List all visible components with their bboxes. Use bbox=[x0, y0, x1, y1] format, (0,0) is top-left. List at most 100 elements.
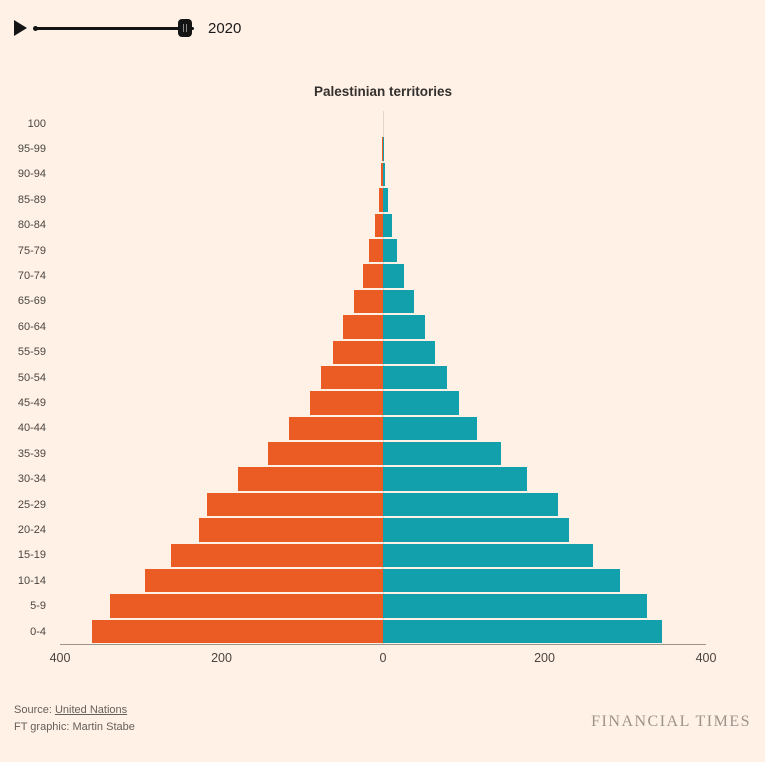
left-bar-25-29 bbox=[206, 492, 383, 517]
age-label: 95-99 bbox=[17, 143, 46, 156]
right-bar-10-14 bbox=[383, 569, 620, 593]
right-bar-40-44 bbox=[383, 416, 477, 441]
age-label: 60-64 bbox=[17, 320, 46, 333]
left-half bbox=[60, 238, 383, 263]
footer: Source: United Nations FT graphic: Marti… bbox=[14, 702, 135, 736]
left-bar-20-24 bbox=[198, 518, 383, 542]
left-half bbox=[60, 289, 383, 314]
age-label: 5-9 bbox=[30, 600, 46, 613]
left-bar-60-64 bbox=[342, 315, 383, 339]
pyramid-row: 100 bbox=[0, 111, 706, 136]
left-half bbox=[60, 187, 383, 212]
age-label: 15-19 bbox=[17, 549, 46, 562]
right-half bbox=[383, 441, 706, 466]
right-bar-15-19 bbox=[383, 543, 593, 568]
slider-track[interactable] bbox=[34, 27, 194, 30]
right-bar-85-89 bbox=[383, 188, 388, 212]
right-half bbox=[383, 213, 706, 238]
chart-title: Palestinian territories bbox=[313, 84, 453, 99]
left-bar-80-84 bbox=[374, 213, 383, 237]
age-label: 20-24 bbox=[17, 523, 46, 536]
pyramid-row: 25-29 bbox=[0, 492, 706, 517]
left-half bbox=[60, 441, 383, 466]
age-label: 10-14 bbox=[17, 574, 46, 587]
age-label: 40-44 bbox=[17, 422, 46, 435]
right-half bbox=[383, 162, 706, 187]
pyramid-row: 65-69 bbox=[0, 289, 706, 314]
left-half bbox=[60, 136, 383, 161]
left-bar-50-54 bbox=[320, 365, 383, 390]
right-half bbox=[383, 390, 706, 415]
left-bar-70-74 bbox=[362, 264, 383, 288]
right-bar-95-99 bbox=[383, 137, 384, 161]
left-bar-45-49 bbox=[309, 391, 383, 415]
pyramid-row: 60-64 bbox=[0, 314, 706, 339]
animation-controls: 2020 bbox=[14, 19, 241, 37]
right-half bbox=[383, 111, 706, 136]
left-half bbox=[60, 162, 383, 187]
age-label: 35-39 bbox=[17, 447, 46, 460]
age-label: 0-4 bbox=[30, 625, 46, 638]
year-label: 2020 bbox=[208, 19, 242, 37]
left-bar-55-59 bbox=[332, 340, 383, 364]
left-half bbox=[60, 619, 383, 644]
play-button[interactable] bbox=[14, 19, 30, 37]
age-label: 65-69 bbox=[17, 295, 46, 308]
right-half bbox=[383, 619, 706, 644]
play-icon bbox=[14, 20, 27, 36]
pyramid-row: 15-19 bbox=[0, 543, 706, 568]
right-bar-5-9 bbox=[383, 594, 648, 618]
right-half bbox=[383, 263, 706, 288]
year-slider[interactable] bbox=[33, 19, 194, 37]
x-tick-label: 0 bbox=[379, 651, 387, 666]
pyramid-rows: 100 95-99 90-94 85-89 80-84 75-79 70-74 65-69 60… bbox=[0, 111, 706, 645]
right-half bbox=[383, 416, 706, 441]
pyramid-row: 0-4 bbox=[0, 619, 706, 644]
pyramid-row: 90-94 bbox=[0, 162, 706, 187]
right-half bbox=[383, 238, 706, 263]
x-tick-label: 400 bbox=[49, 651, 71, 666]
left-bar-15-19 bbox=[171, 543, 383, 568]
age-label: 30-34 bbox=[17, 473, 46, 486]
right-bar-55-59 bbox=[383, 340, 435, 364]
right-half bbox=[383, 568, 706, 593]
pyramid-row: 70-74 bbox=[0, 263, 706, 288]
pyramid-row: 35-39 bbox=[0, 441, 706, 466]
credit-line: FT graphic: Martin Stabe bbox=[14, 721, 135, 734]
pyramid-row: 95-99 bbox=[0, 136, 706, 161]
right-half bbox=[383, 340, 706, 365]
left-half bbox=[60, 213, 383, 238]
left-half bbox=[60, 111, 383, 136]
right-half bbox=[383, 517, 706, 542]
slider-thumb[interactable] bbox=[178, 19, 192, 37]
age-label: 25-29 bbox=[17, 498, 46, 511]
source-prefix: Source: bbox=[14, 704, 55, 716]
right-bar-35-39 bbox=[383, 442, 501, 466]
pyramid-row: 75-79 bbox=[0, 238, 706, 263]
right-half bbox=[383, 187, 706, 212]
x-axis-ticks: 400 200 0 200 400 bbox=[50, 645, 717, 666]
right-bar-90-94 bbox=[383, 162, 386, 187]
age-label: 75-79 bbox=[17, 244, 46, 257]
left-half bbox=[60, 263, 383, 288]
left-half bbox=[60, 416, 383, 441]
right-bar-50-54 bbox=[383, 365, 447, 390]
right-half bbox=[383, 289, 706, 314]
age-label: 55-59 bbox=[17, 346, 46, 359]
age-label: 45-49 bbox=[17, 396, 46, 409]
age-label: 100 bbox=[27, 117, 46, 130]
pyramid-row: 10-14 bbox=[0, 568, 706, 593]
right-bar-20-24 bbox=[383, 518, 569, 542]
left-half bbox=[60, 568, 383, 593]
left-bar-35-39 bbox=[267, 442, 383, 466]
x-tick-label: 400 bbox=[695, 651, 717, 666]
left-half bbox=[60, 593, 383, 618]
right-half bbox=[383, 136, 706, 161]
left-half bbox=[60, 314, 383, 339]
source-link[interactable]: United Nations bbox=[54, 704, 128, 716]
right-half bbox=[383, 543, 706, 568]
left-bar-10-14 bbox=[144, 569, 383, 593]
left-bar-95-99 bbox=[382, 137, 383, 161]
right-bar-70-74 bbox=[383, 264, 404, 288]
age-label: 90-94 bbox=[17, 168, 46, 181]
